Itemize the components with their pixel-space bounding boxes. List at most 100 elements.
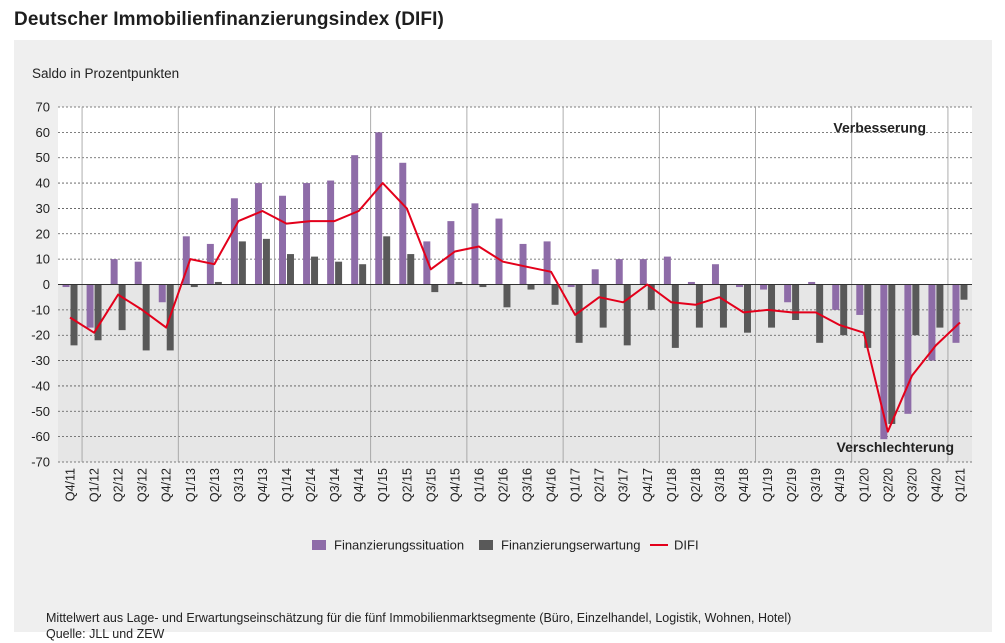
bar-finanzierungserwartung — [719, 284, 727, 328]
legend-label: Finanzierungserwartung — [501, 538, 640, 553]
bar-finanzierungserwartung — [599, 284, 607, 328]
y-tick-label: -20 — [31, 328, 50, 343]
x-tick-label: Q1/14 — [280, 468, 294, 502]
x-tick-label: Q1/12 — [88, 468, 102, 502]
x-tick-label: Q2/16 — [496, 468, 510, 502]
bar-finanzierungssituation — [351, 155, 359, 285]
bar-finanzierungssituation — [230, 198, 238, 285]
x-tick-label: Q4/17 — [641, 468, 655, 502]
bar-finanzierungserwartung — [912, 284, 920, 336]
chart-svg: Saldo in Prozentpunkten 70 60 50 40 30 20 10 0 -… — [31, 66, 972, 553]
series-difi — [69, 182, 961, 433]
x-tick-label: Q4/18 — [737, 468, 751, 502]
bar-finanzierungssituation — [663, 256, 671, 285]
bar-finanzierungssituation — [543, 241, 551, 285]
bar-finanzierungssituation — [567, 284, 575, 288]
y-axis-label: Saldo in Prozentpunkten — [32, 66, 179, 81]
annotations: Verbesserung Verschlechterung — [833, 119, 955, 455]
x-tick-label: Q1/21 — [953, 468, 967, 502]
y-tick-label: 50 — [36, 150, 50, 165]
legend-label: DIFI — [674, 538, 699, 553]
bar-finanzierungserwartung — [94, 284, 102, 341]
bar-finanzierungserwartung — [671, 284, 679, 348]
bar-finanzierungserwartung — [407, 254, 415, 285]
y-tick-label: 60 — [36, 125, 50, 140]
bar-finanzierungserwartung — [455, 281, 463, 285]
x-tick-label: Q4/19 — [833, 468, 847, 502]
bar-finanzierungssituation — [375, 132, 383, 285]
x-tick-label: Q1/18 — [665, 468, 679, 502]
bar-finanzierungssituation — [254, 183, 262, 285]
y-tick-label: -60 — [31, 429, 50, 444]
chart-panel: Saldo in Prozentpunkten 70 60 50 40 30 20 10 0 -… — [14, 40, 992, 641]
footnote: Mittelwert aus Lage- und Erwartungseinsc… — [46, 610, 791, 642]
x-tick-label: Q3/13 — [232, 468, 246, 502]
annotation-verbesserung: Verbesserung — [833, 119, 926, 135]
bar-finanzierungssituation — [808, 281, 816, 285]
y-axis-ticks: 70 60 50 40 30 20 10 0 -10 -20 -30 -40 -50 -60 -70 — [31, 100, 50, 470]
series-finanzierungserwartung — [70, 236, 968, 424]
bar-finanzierungserwartung — [768, 284, 776, 328]
bar-finanzierungserwartung — [431, 284, 439, 293]
bar-finanzierungserwartung — [864, 284, 872, 348]
x-tick-label: Q4/16 — [545, 468, 559, 502]
x-tick-label: Q2/12 — [112, 468, 126, 502]
bar-finanzierungssituation — [86, 284, 94, 328]
bar-finanzierungserwartung — [142, 284, 150, 351]
bar-finanzierungserwartung — [118, 284, 126, 331]
legend-swatch — [479, 540, 493, 550]
legend-swatch — [312, 540, 326, 550]
x-tick-label: Q1/19 — [761, 468, 775, 502]
bar-finanzierungssituation — [182, 236, 190, 285]
bar-finanzierungssituation — [687, 281, 695, 285]
bar-finanzierungserwartung — [238, 241, 246, 285]
x-tick-label: Q1/13 — [184, 468, 198, 502]
bar-finanzierungssituation — [158, 284, 166, 303]
bar-finanzierungserwartung — [287, 254, 294, 285]
x-tick-label: Q1/17 — [569, 468, 583, 502]
bar-finanzierungserwartung — [575, 284, 583, 343]
x-tick-label: Q4/20 — [929, 468, 943, 502]
bar-finanzierungssituation — [904, 284, 912, 414]
bar-finanzierungssituation — [279, 195, 286, 285]
bar-finanzierungssituation — [519, 243, 527, 285]
annotation-verschlechterung: Verschlechterung — [837, 439, 955, 455]
y-tick-label: 70 — [36, 100, 50, 115]
bar-finanzierungssituation — [495, 218, 503, 285]
bar-finanzierungssituation — [784, 284, 792, 303]
bar-finanzierungssituation — [62, 284, 70, 288]
x-tick-label: Q2/15 — [400, 468, 414, 502]
bar-finanzierungssituation — [856, 284, 864, 315]
bar-finanzierungserwartung — [190, 284, 198, 288]
legend-label: Finanzierungssituation — [334, 538, 464, 553]
bar-finanzierungserwartung — [623, 284, 631, 346]
y-tick-label: 10 — [36, 252, 50, 267]
bar-finanzierungssituation — [327, 180, 335, 285]
bar-finanzierungssituation — [615, 259, 623, 285]
y-tick-label: -10 — [31, 302, 50, 317]
y-tick-label: -50 — [31, 404, 50, 419]
y-tick-label: -40 — [31, 378, 50, 393]
y-tick-label: 20 — [36, 226, 50, 241]
x-tick-label: Q2/14 — [304, 468, 318, 502]
bar-finanzierungssituation — [447, 221, 455, 285]
legend: Finanzierungssituation Finanzierungserwar… — [312, 538, 699, 553]
plot-area-negative — [58, 284, 972, 462]
bar-finanzierungserwartung — [503, 284, 511, 308]
x-tick-label: Q3/14 — [328, 468, 342, 502]
x-tick-label: Q4/12 — [160, 468, 174, 502]
chart-title: Deutscher Immobilienfinanzierungsindex (… — [14, 9, 444, 30]
x-tick-label: Q3/15 — [424, 468, 438, 502]
y-tick-label: 30 — [36, 201, 50, 216]
footnote-line-2: Quelle: JLL und ZEW — [46, 627, 165, 641]
bar-finanzierungssituation — [736, 284, 743, 288]
bar-finanzierungssituation — [399, 162, 407, 285]
line-difi — [69, 182, 961, 433]
x-tick-label: Q3/16 — [521, 468, 535, 502]
bar-finanzierungserwartung — [792, 284, 800, 320]
bar-finanzierungserwartung — [262, 238, 270, 285]
bar-finanzierungserwartung — [335, 261, 343, 285]
x-tick-label: Q1/16 — [472, 468, 486, 502]
y-tick-label: -30 — [31, 353, 50, 368]
x-tick-label: Q3/20 — [905, 468, 919, 502]
